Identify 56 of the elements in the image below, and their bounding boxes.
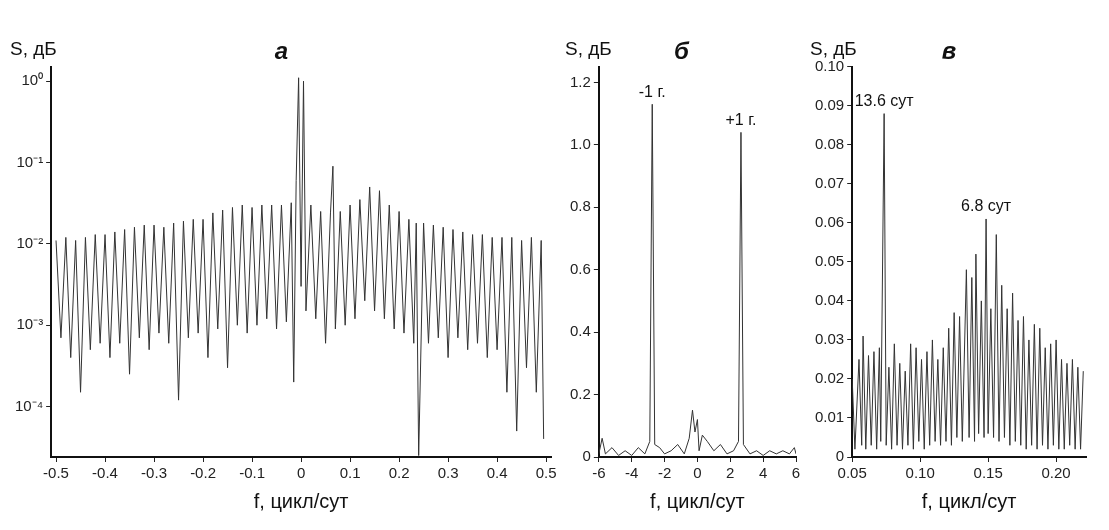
y-tick-label: 0 — [835, 447, 845, 465]
chart-title: а — [274, 37, 289, 65]
x-tick-label: 0.4 — [486, 464, 508, 482]
x-tick-label: 0 — [693, 464, 702, 482]
y-tick-label: 0.08 — [814, 134, 845, 152]
x-axis-title: f, цикл/сут — [650, 489, 745, 512]
x-axis-title: f, цикл/сут — [921, 489, 1017, 512]
x-tick-label: 0.15 — [973, 464, 1003, 482]
x-tick-label: -2 — [657, 464, 672, 482]
x-tick-label: -0.3 — [141, 464, 167, 482]
y-tick-label: 0.02 — [814, 369, 845, 387]
x-tick-label: 4 — [758, 464, 768, 482]
x-tick-label: 2 — [726, 464, 735, 482]
y-tick-label: 0.2 — [569, 384, 591, 402]
chart-title: в — [941, 37, 957, 65]
y-tick-label: 10⁰ — [21, 71, 44, 89]
x-tick-label: 0.2 — [388, 464, 410, 482]
y-axis-title: S, дБ — [10, 37, 57, 59]
y-tick-label: 0.4 — [569, 322, 591, 340]
x-tick-label: 0 — [296, 464, 306, 482]
annotation: -1 г. — [638, 82, 666, 100]
annotation: 13.6 сут — [854, 92, 915, 110]
y-tick-label: 1.0 — [569, 134, 591, 152]
annotation: 6.8 сут — [961, 197, 1012, 215]
x-tick-label: -4 — [625, 464, 639, 482]
y-axis-title: S, дБ — [565, 37, 612, 59]
x-tick-label: 0.05 — [837, 464, 867, 482]
x-tick-label: -0.5 — [43, 464, 69, 482]
y-tick-label: 0.05 — [814, 252, 845, 270]
chart-title: б — [674, 37, 691, 65]
y-tick-label: 10⁻⁴ — [14, 396, 44, 414]
x-tick-label: 0.3 — [437, 464, 459, 482]
x-tick-label: 0.5 — [535, 464, 557, 482]
y-tick-label: 10⁻² — [16, 233, 44, 251]
y-tick-label: 0.03 — [814, 330, 845, 348]
x-tick-label: 6 — [791, 464, 801, 482]
y-tick-label: 0.01 — [814, 408, 845, 426]
x-tick-label: 0.20 — [1041, 464, 1071, 482]
y-tick-label: 0 — [582, 447, 591, 465]
y-tick-label: 10⁻³ — [16, 315, 44, 333]
x-tick-label: 0.1 — [339, 464, 361, 482]
x-tick-label: -0.1 — [239, 464, 265, 482]
y-tick-label: 0.8 — [569, 197, 591, 215]
y-tick-label: 10⁻¹ — [16, 152, 44, 170]
y-tick-label: 0.09 — [814, 95, 845, 113]
y-tick-label: 0.06 — [814, 213, 845, 231]
x-tick-label: -0.4 — [92, 464, 118, 482]
x-axis-title: f, цикл/сут — [253, 489, 349, 512]
y-tick-label: 0.07 — [814, 174, 845, 191]
x-tick-label: 0.10 — [905, 464, 935, 482]
x-tick-label: -0.2 — [190, 464, 216, 482]
y-tick-label: 1.2 — [569, 72, 591, 90]
x-tick-label: -6 — [592, 464, 606, 482]
annotation: +1 г. — [725, 110, 757, 128]
y-tick-label: 0.04 — [814, 291, 845, 309]
y-tick-label: 0.6 — [569, 259, 591, 277]
